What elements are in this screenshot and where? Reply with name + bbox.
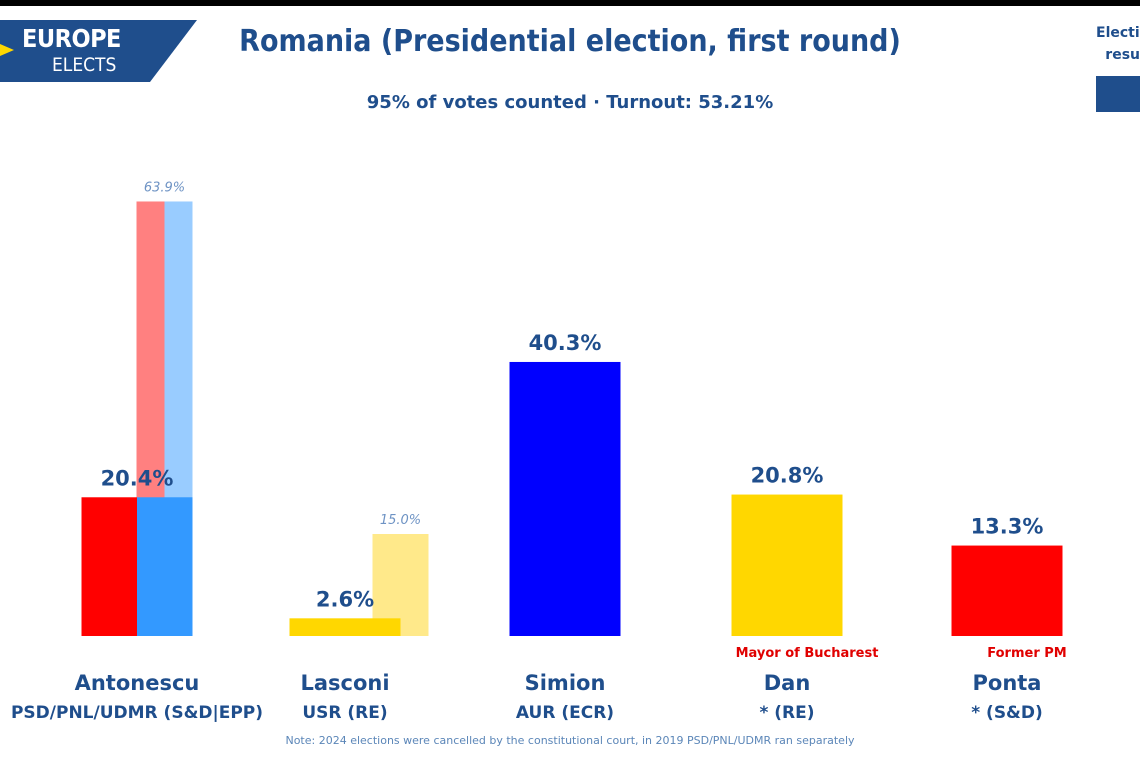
logo-line-1: EUROPE <box>22 24 121 53</box>
top-strip <box>0 0 1140 6</box>
bar-simion-segment-0 <box>509 361 621 636</box>
candidate-party-ponta: * (S&D) <box>971 703 1043 723</box>
value-label-lasconi: 2.6% <box>316 587 374 611</box>
candidate-party-dan: * (RE) <box>759 703 814 723</box>
corner-legend-swatch <box>1096 76 1140 112</box>
chart-title: Romania (Presidential election, first ro… <box>239 24 901 59</box>
bar-antonescu-segment-0 <box>81 497 137 636</box>
bar-dan-segment-0 <box>731 494 843 636</box>
bar-lasconi-segment-0 <box>289 618 401 636</box>
logo-banner-icon <box>0 20 197 82</box>
corner-text-line-2: resu <box>1105 47 1140 63</box>
candidate-party-antonescu: PSD/PNL/UDMR (S&D|EPP) <box>11 703 263 723</box>
candidate-name-antonescu: Antonescu <box>75 671 200 695</box>
europe-elects-logo: EUROPE ELECTS <box>0 20 200 82</box>
candidate-name-dan: Dan <box>764 671 811 695</box>
candidate-party-simion: AUR (ECR) <box>516 703 614 723</box>
candidate-name-simion: Simion <box>525 671 606 695</box>
previous-value-label-lasconi: 15.0% <box>380 513 421 528</box>
annotation-ponta: Former PM <box>987 646 1066 661</box>
value-label-ponta: 13.3% <box>971 515 1044 539</box>
candidate-name-ponta: Ponta <box>973 671 1042 695</box>
bar-antonescu-segment-1 <box>137 497 193 636</box>
annotation-dan: Mayor of Bucharest <box>736 646 879 661</box>
value-label-antonescu: 20.4% <box>101 466 174 490</box>
logo-line-2: ELECTS <box>52 54 117 76</box>
bar-chart: 63.9% 20.4% Antonescu PSD/PNL/UDMR (S&D|EPP… <box>11 180 1067 723</box>
previous-value-label-antonescu: 63.9% <box>144 180 185 195</box>
value-label-simion: 40.3% <box>529 331 602 355</box>
candidate-name-lasconi: Lasconi <box>300 671 389 695</box>
chart-note: Note: 2024 elections were cancelled by t… <box>285 734 855 747</box>
bar-ponta-segment-0 <box>951 545 1063 636</box>
corner-legend-text: Electio resu <box>1096 22 1140 66</box>
value-label-dan: 20.8% <box>751 464 824 488</box>
chart-subtitle: 95% of votes counted · Turnout: 53.21% <box>366 92 774 113</box>
candidate-party-lasconi: USR (RE) <box>302 703 387 723</box>
corner-text-line-1: Electio <box>1096 25 1140 41</box>
